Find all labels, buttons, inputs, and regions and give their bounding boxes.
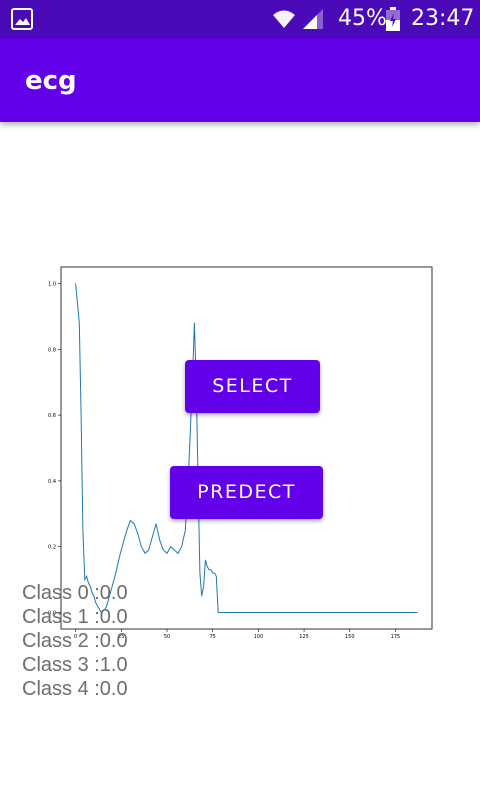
class-4-result: Class 4 :0.0: [22, 678, 128, 700]
results-list: Class 0 :0.0 Class 1 :0.0 Class 2 :0.0 C…: [22, 581, 128, 701]
y-tick-label: 1.0: [48, 281, 56, 287]
x-tick-label: 25: [118, 634, 124, 640]
x-tick-label: 0: [74, 634, 77, 640]
app-title: ecg: [25, 66, 77, 96]
x-tick-label: 100: [254, 634, 264, 640]
y-tick-label: 0.8: [48, 347, 56, 353]
app-bar: ecg: [0, 38, 480, 122]
signal-icon: [303, 9, 323, 29]
predict-button[interactable]: PREDECT: [170, 466, 323, 519]
clock: 23:47: [411, 6, 475, 31]
battery-percent: 45%: [338, 6, 387, 31]
x-tick-label: 125: [299, 634, 309, 640]
select-button[interactable]: SELECT: [185, 360, 320, 413]
status-bar: 45% 23:47: [0, 0, 480, 38]
x-tick-label: 50: [164, 634, 170, 640]
ecg-plot: 0.0 0.2 0.4 0.6 0.8 1.0 0 25 50 75 100 125 150 175: [48, 266, 433, 640]
battery-icon: [386, 7, 400, 31]
gallery-icon: [11, 8, 33, 30]
y-tick-label: 0.0: [48, 611, 56, 617]
class-0-result: Class 0 :0.0: [22, 582, 128, 604]
wifi-icon: [273, 10, 295, 28]
series-line: [75, 283, 418, 614]
y-tick-label: 0.6: [48, 413, 56, 419]
class-1-result: Class 1 :0.0: [22, 606, 128, 628]
class-2-result: Class 2 :0.0: [22, 630, 128, 652]
y-tick-label: 0.4: [48, 479, 56, 485]
class-3-result: Class 3 :1.0: [22, 654, 128, 676]
y-tick-label: 0.2: [48, 545, 56, 551]
x-tick-label: 175: [391, 634, 401, 640]
x-tick-label: 150: [345, 634, 355, 640]
plot-area: [60, 266, 433, 630]
x-tick-label: 75: [210, 634, 216, 640]
